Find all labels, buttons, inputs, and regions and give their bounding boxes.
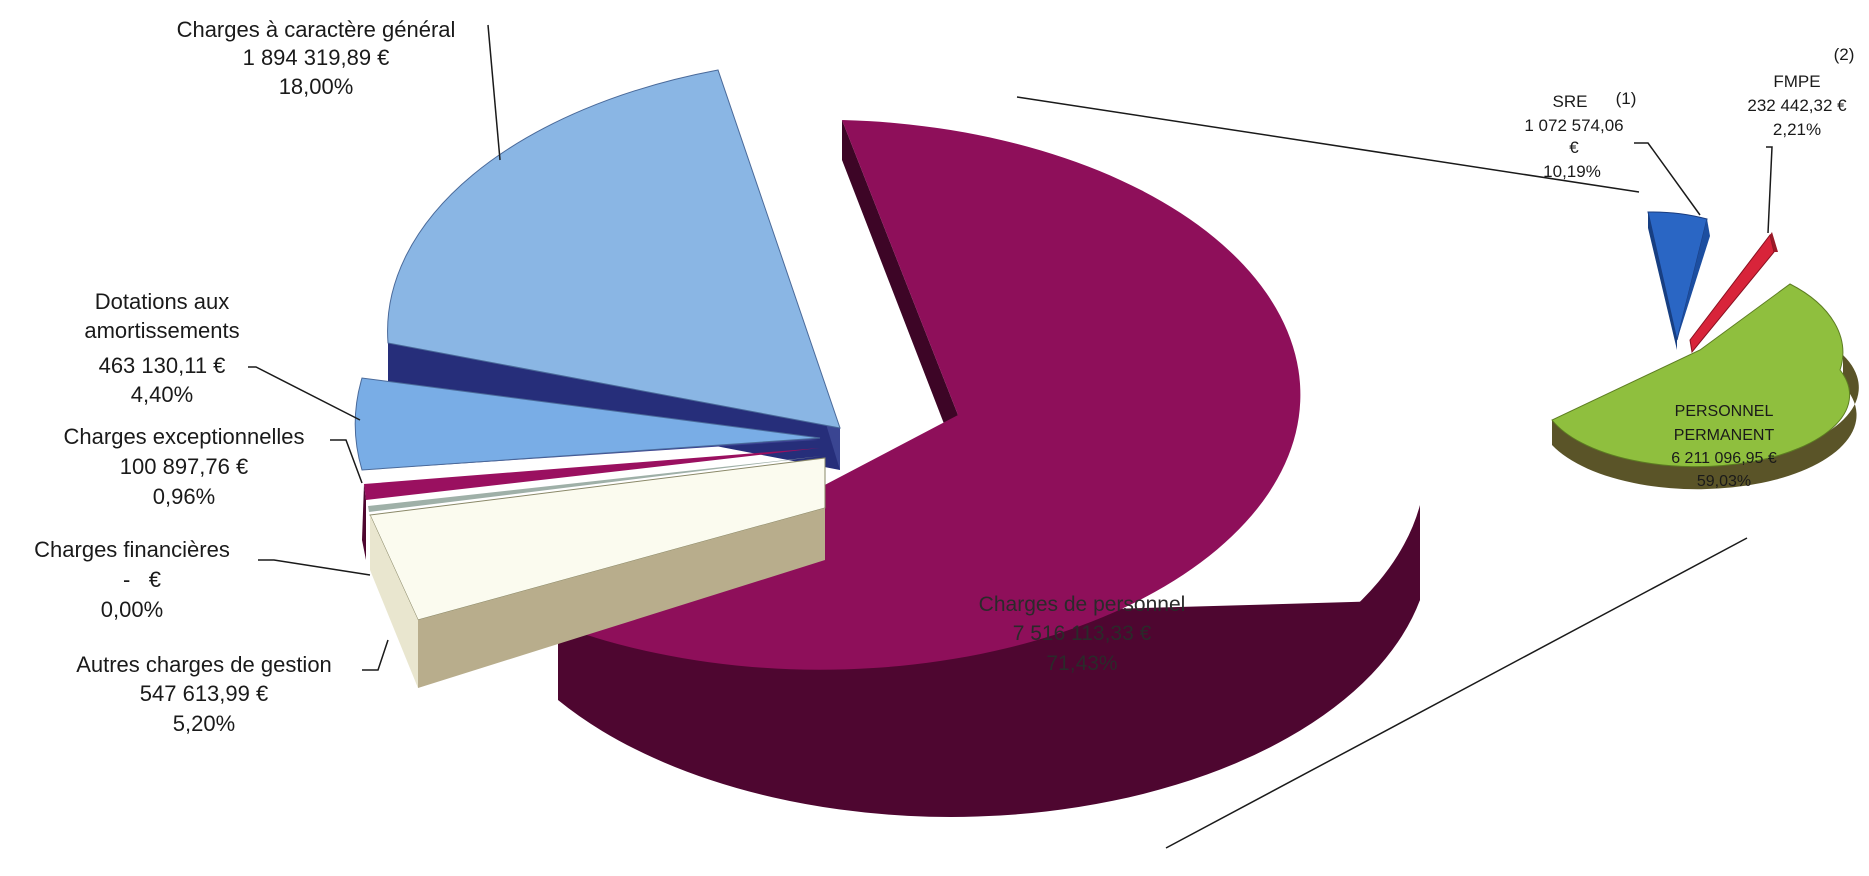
amount-charges-financieres: - € [123,567,161,592]
label-charges-financieres: Charges financières [34,537,230,562]
label-dotations-line2: amortissements [84,318,239,343]
label-personnel-permanent-line2: PERMANENT [1674,427,1775,444]
amount-dotations: 463 130,11 € [99,353,226,378]
percent-charges-personnel: 71,43% [1046,652,1117,675]
leader-dotations [248,366,361,421]
label-autres-charges: Autres charges de gestion [76,652,332,677]
percent-dotations: 4,40% [131,382,193,407]
slice-side-sre [1648,212,1677,350]
leader-autres-charges [362,639,389,671]
amount-charges-generales: 1 894 319,89 € [243,45,390,70]
amount-personnel-permanent: 6 211 096,95 € [1671,450,1777,467]
leader-sre [1634,142,1701,216]
slice-side-charges-exceptionnelles [362,484,366,560]
amount-sre-line2: € [1569,138,1579,157]
main-pie [354,69,1420,817]
note-fmpe: (2) [1834,45,1855,64]
label-sre: SRE [1553,92,1588,111]
slice-side-fmpe [1770,232,1778,252]
percent-charges-exceptionnelles: 0,96% [153,484,215,509]
slice-wall-charges-personnel [842,120,958,460]
secondary-pie [1551,211,1859,490]
connector-line-top [1016,96,1640,193]
leader-charges-exceptionnelles [330,439,363,484]
slice-wall-sre [1677,219,1710,340]
percent-charges-financieres: 0,00% [101,597,163,622]
percent-fmpe: 2,21% [1773,120,1821,139]
note-sre: (1) [1616,89,1637,108]
percent-sre: 10,19% [1543,162,1601,181]
amount-charges-personnel: 7 516 113,33 € [1013,622,1152,645]
percent-autres-charges: 5,20% [173,711,235,736]
amount-sre-line1: 1 072 574,06 [1524,116,1623,135]
slice-side-autres-charges-front [418,508,825,688]
label-charges-generales: Charges à caractère général [177,17,456,42]
label-personnel-permanent-line1: PERSONNEL [1675,403,1774,420]
percent-personnel-permanent: 59,03% [1697,473,1751,490]
slice-personnel-permanent[interactable] [1551,283,1851,468]
slice-charges-financieres[interactable] [368,456,822,512]
leader-charges-financieres [258,559,371,576]
label-charges-personnel: Charges de personnel [979,593,1186,616]
slice-dotations[interactable] [354,377,821,471]
percent-charges-generales: 18,00% [279,74,354,99]
slice-side-autres-charges-left [370,515,418,688]
label-charges-exceptionnelles: Charges exceptionnelles [64,424,305,449]
label-dotations-line1: Dotations aux [95,289,230,314]
label-fmpe: FMPE [1773,72,1820,91]
leader-charges-generales [487,24,501,161]
connector-line-bottom [1165,537,1748,849]
slice-charges-exceptionnelles[interactable] [364,448,820,500]
amount-fmpe: 232 442,32 € [1747,96,1847,115]
amount-charges-exceptionnelles: 100 897,76 € [120,454,248,479]
slice-sre[interactable] [1647,211,1708,341]
amount-autres-charges: 547 613,99 € [140,681,268,706]
leader-fmpe [1766,146,1773,234]
